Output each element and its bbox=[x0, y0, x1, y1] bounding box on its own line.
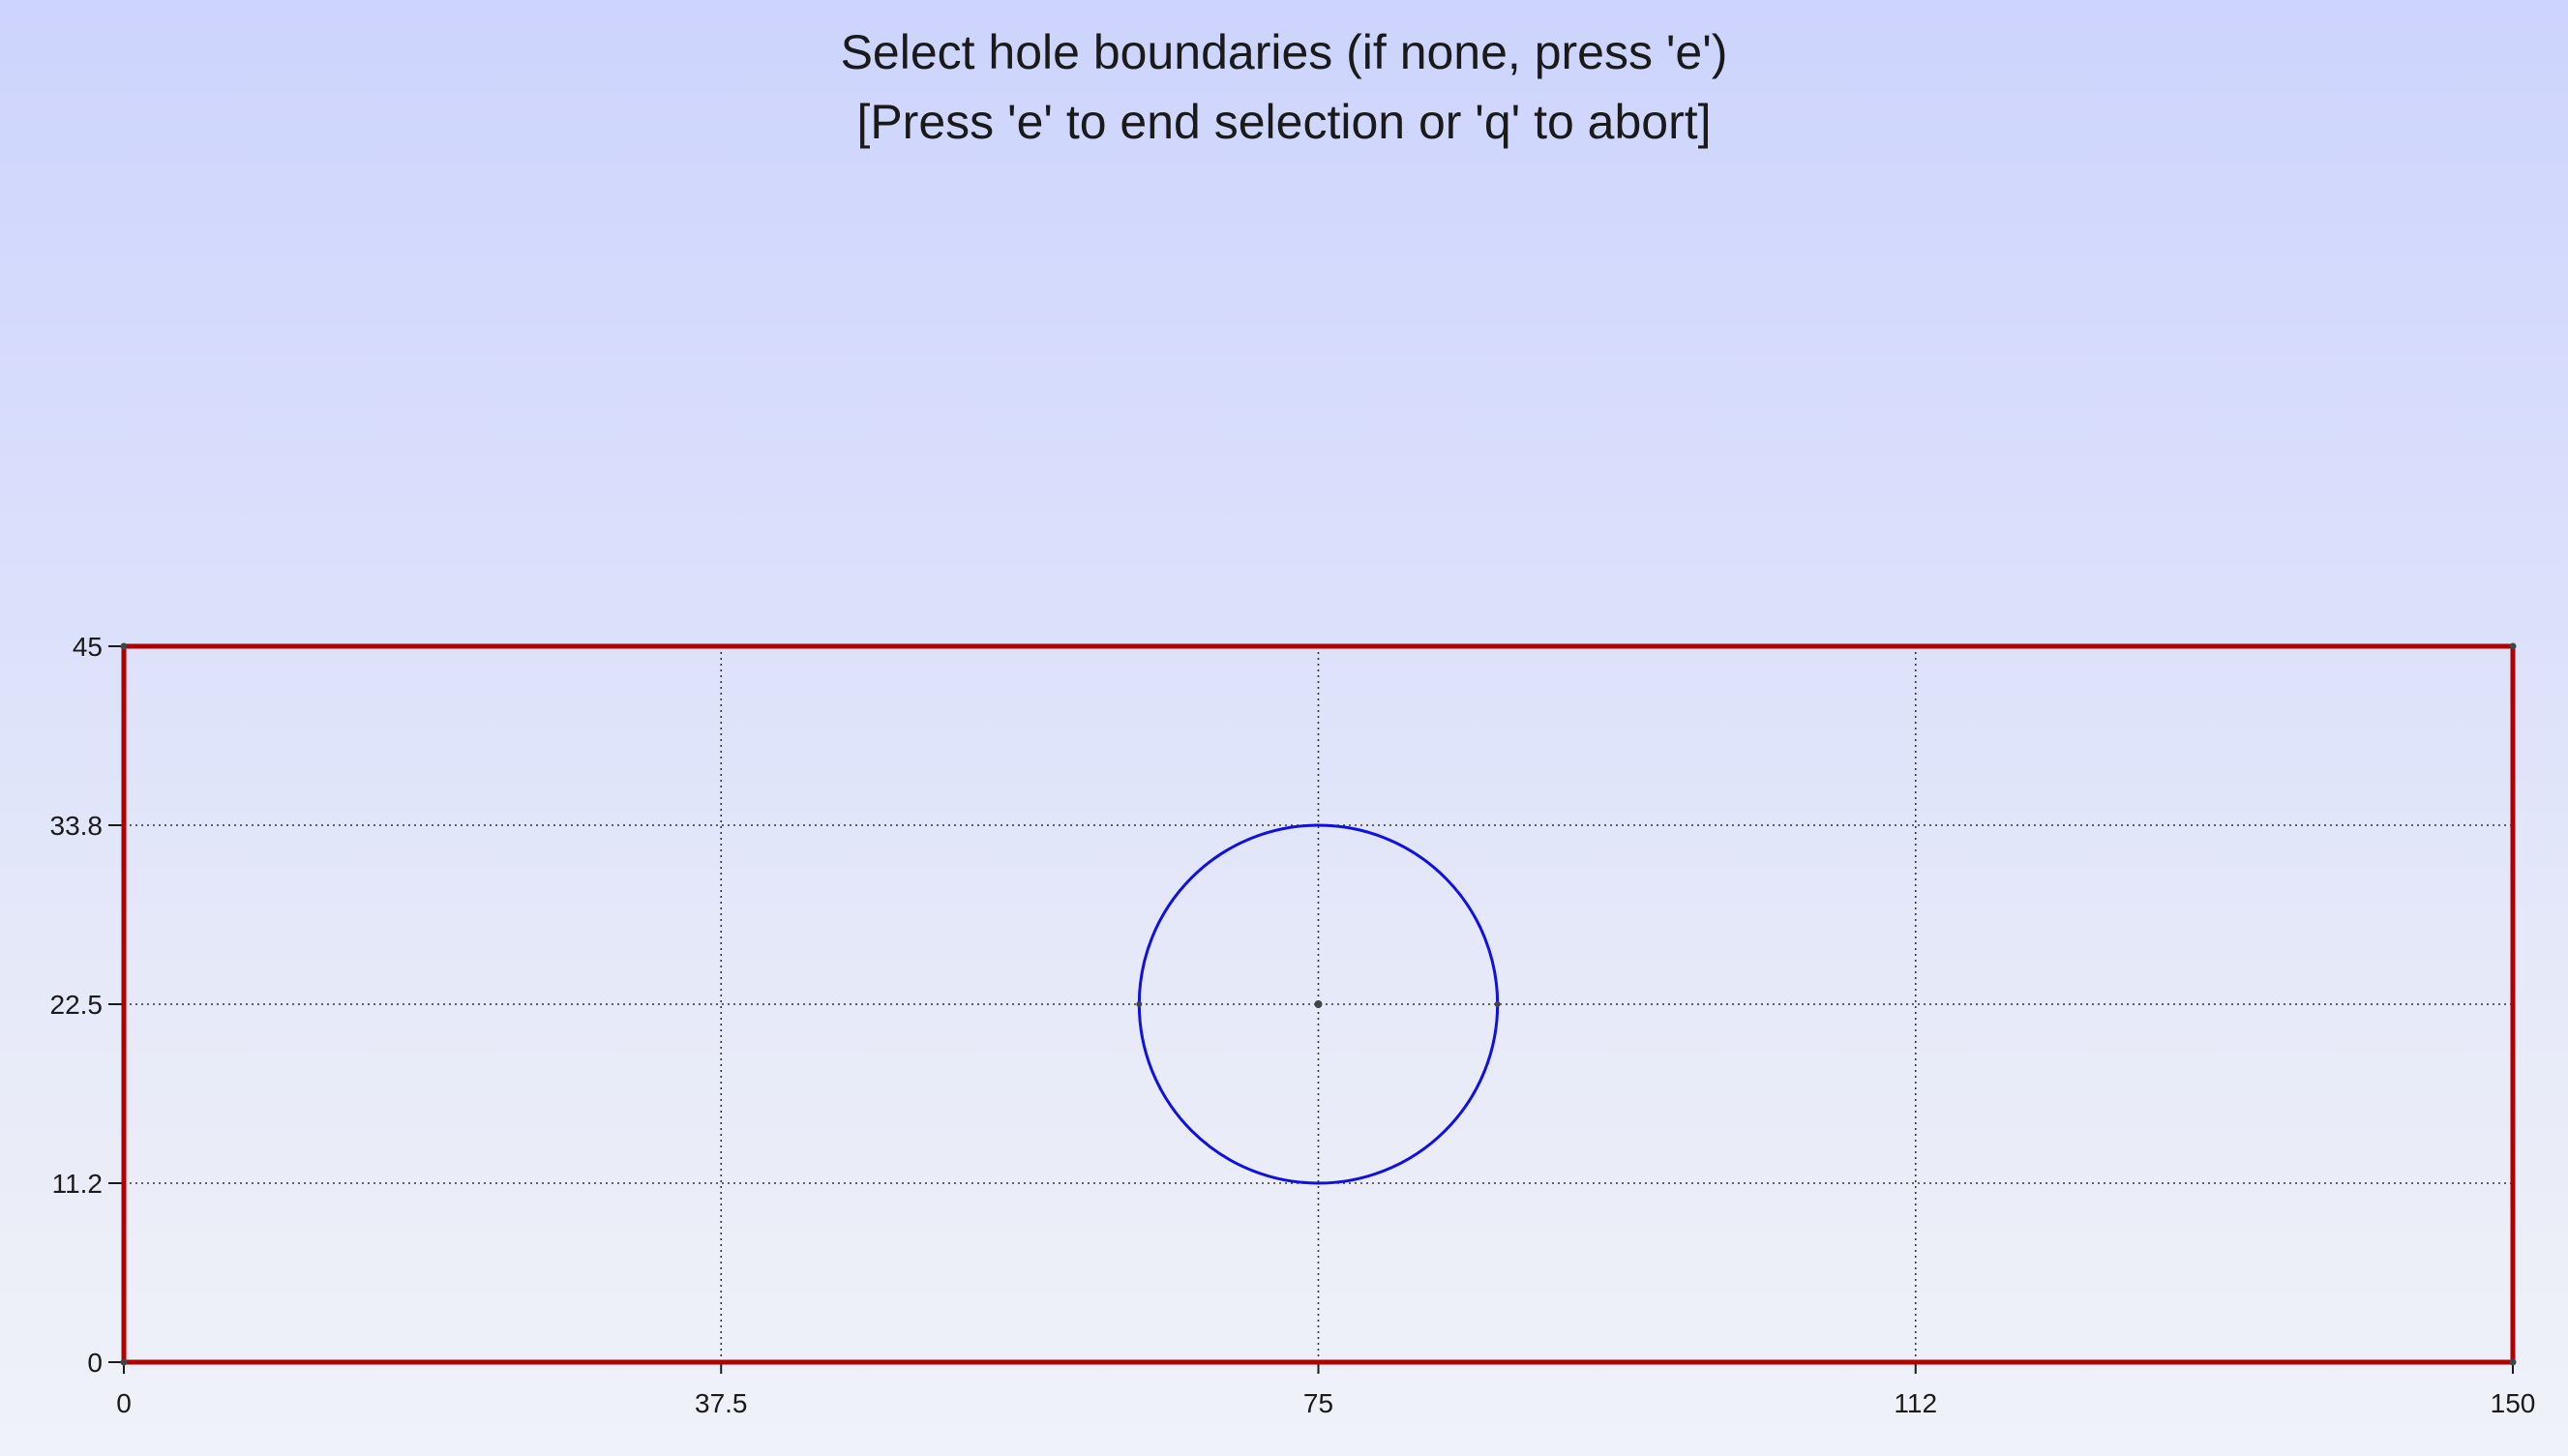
y-tick-label: 11.2 bbox=[52, 1169, 103, 1199]
x-tick-label: 112 bbox=[1894, 1388, 1937, 1418]
hole-center-point bbox=[1314, 1000, 1323, 1008]
boundary-vertex bbox=[2509, 642, 2517, 650]
tick-layer bbox=[108, 645, 2514, 1374]
x-tick-label: 150 bbox=[2491, 1388, 2536, 1418]
hole-vertex-left bbox=[1136, 1001, 1143, 1007]
label-layer: 0 37.5 75 112 150 0 11.2 22.5 33.8 45 bbox=[50, 632, 2536, 1418]
x-tick-label: 37.5 bbox=[695, 1388, 748, 1418]
x-tick-label: 0 bbox=[116, 1388, 132, 1418]
y-tick-label: 33.8 bbox=[50, 811, 104, 841]
hole-vertex-right bbox=[1494, 1001, 1501, 1007]
boundary-vertex bbox=[120, 1358, 128, 1366]
shape-layer[interactable] bbox=[120, 642, 2517, 1366]
x-tick-label: 75 bbox=[1303, 1388, 1333, 1418]
boundary-vertex bbox=[120, 642, 128, 650]
boundary-vertex bbox=[2509, 1358, 2517, 1366]
y-tick-label: 22.5 bbox=[50, 990, 104, 1020]
y-tick-label: 0 bbox=[87, 1348, 103, 1378]
y-tick-label: 45 bbox=[73, 632, 103, 662]
